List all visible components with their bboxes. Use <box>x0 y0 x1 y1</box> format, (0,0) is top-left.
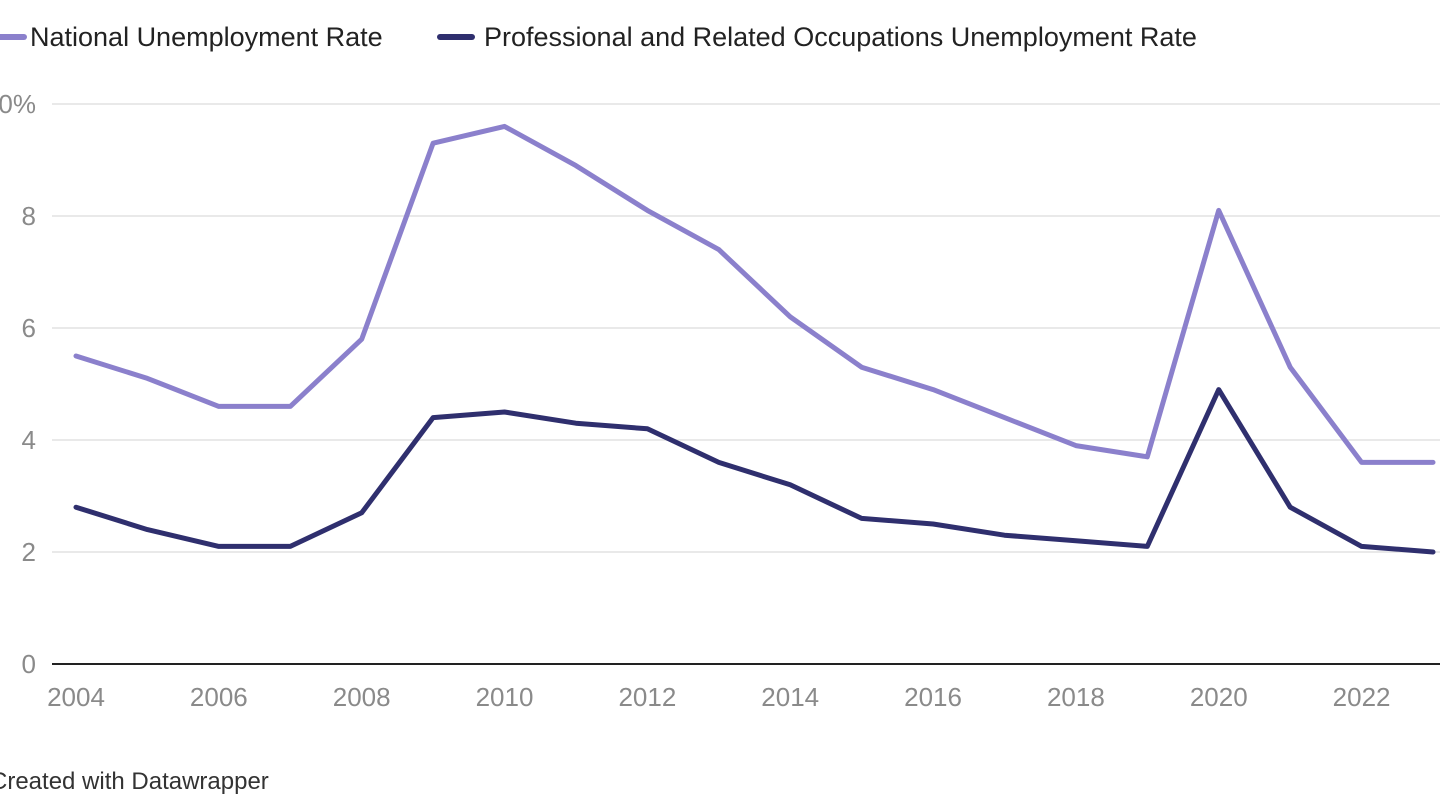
x-tick-label: 2004 <box>47 682 105 712</box>
y-tick-label: 6 <box>22 313 36 343</box>
legend-label-1: National Unemployment Rate <box>30 22 383 52</box>
y-tick-label: 8 <box>22 201 36 231</box>
legend: National Unemployment Rate Professional a… <box>0 22 1197 52</box>
y-tick-label: 10% <box>0 89 36 119</box>
x-tick-label: 2014 <box>761 682 819 712</box>
y-tick-label: 4 <box>22 425 36 455</box>
series-line-2 <box>73 387 1436 555</box>
series-lines <box>73 123 1436 555</box>
y-axis: 0 2 4 6 8 10% <box>0 89 36 679</box>
credit-text: Created with Datawrapper <box>0 768 269 795</box>
x-tick-label: 2022 <box>1333 682 1391 712</box>
legend-label-2: Professional and Related Occupations Une… <box>484 22 1197 52</box>
x-tick-label: 2016 <box>904 682 962 712</box>
y-tick-label: 0 <box>22 649 36 679</box>
x-axis: 2004 2006 2008 2010 2012 2014 2016 2018 2020 2022 <box>47 682 1390 712</box>
x-tick-label: 2008 <box>333 682 391 712</box>
x-tick-label: 2018 <box>1047 682 1105 712</box>
gridlines <box>52 103 1440 665</box>
x-tick-label: 2020 <box>1190 682 1248 712</box>
y-tick-label: 2 <box>22 537 36 567</box>
x-tick-label: 2010 <box>476 682 534 712</box>
x-tick-label: 2006 <box>190 682 248 712</box>
series-line-1 <box>73 123 1436 465</box>
x-tick-label: 2012 <box>618 682 676 712</box>
